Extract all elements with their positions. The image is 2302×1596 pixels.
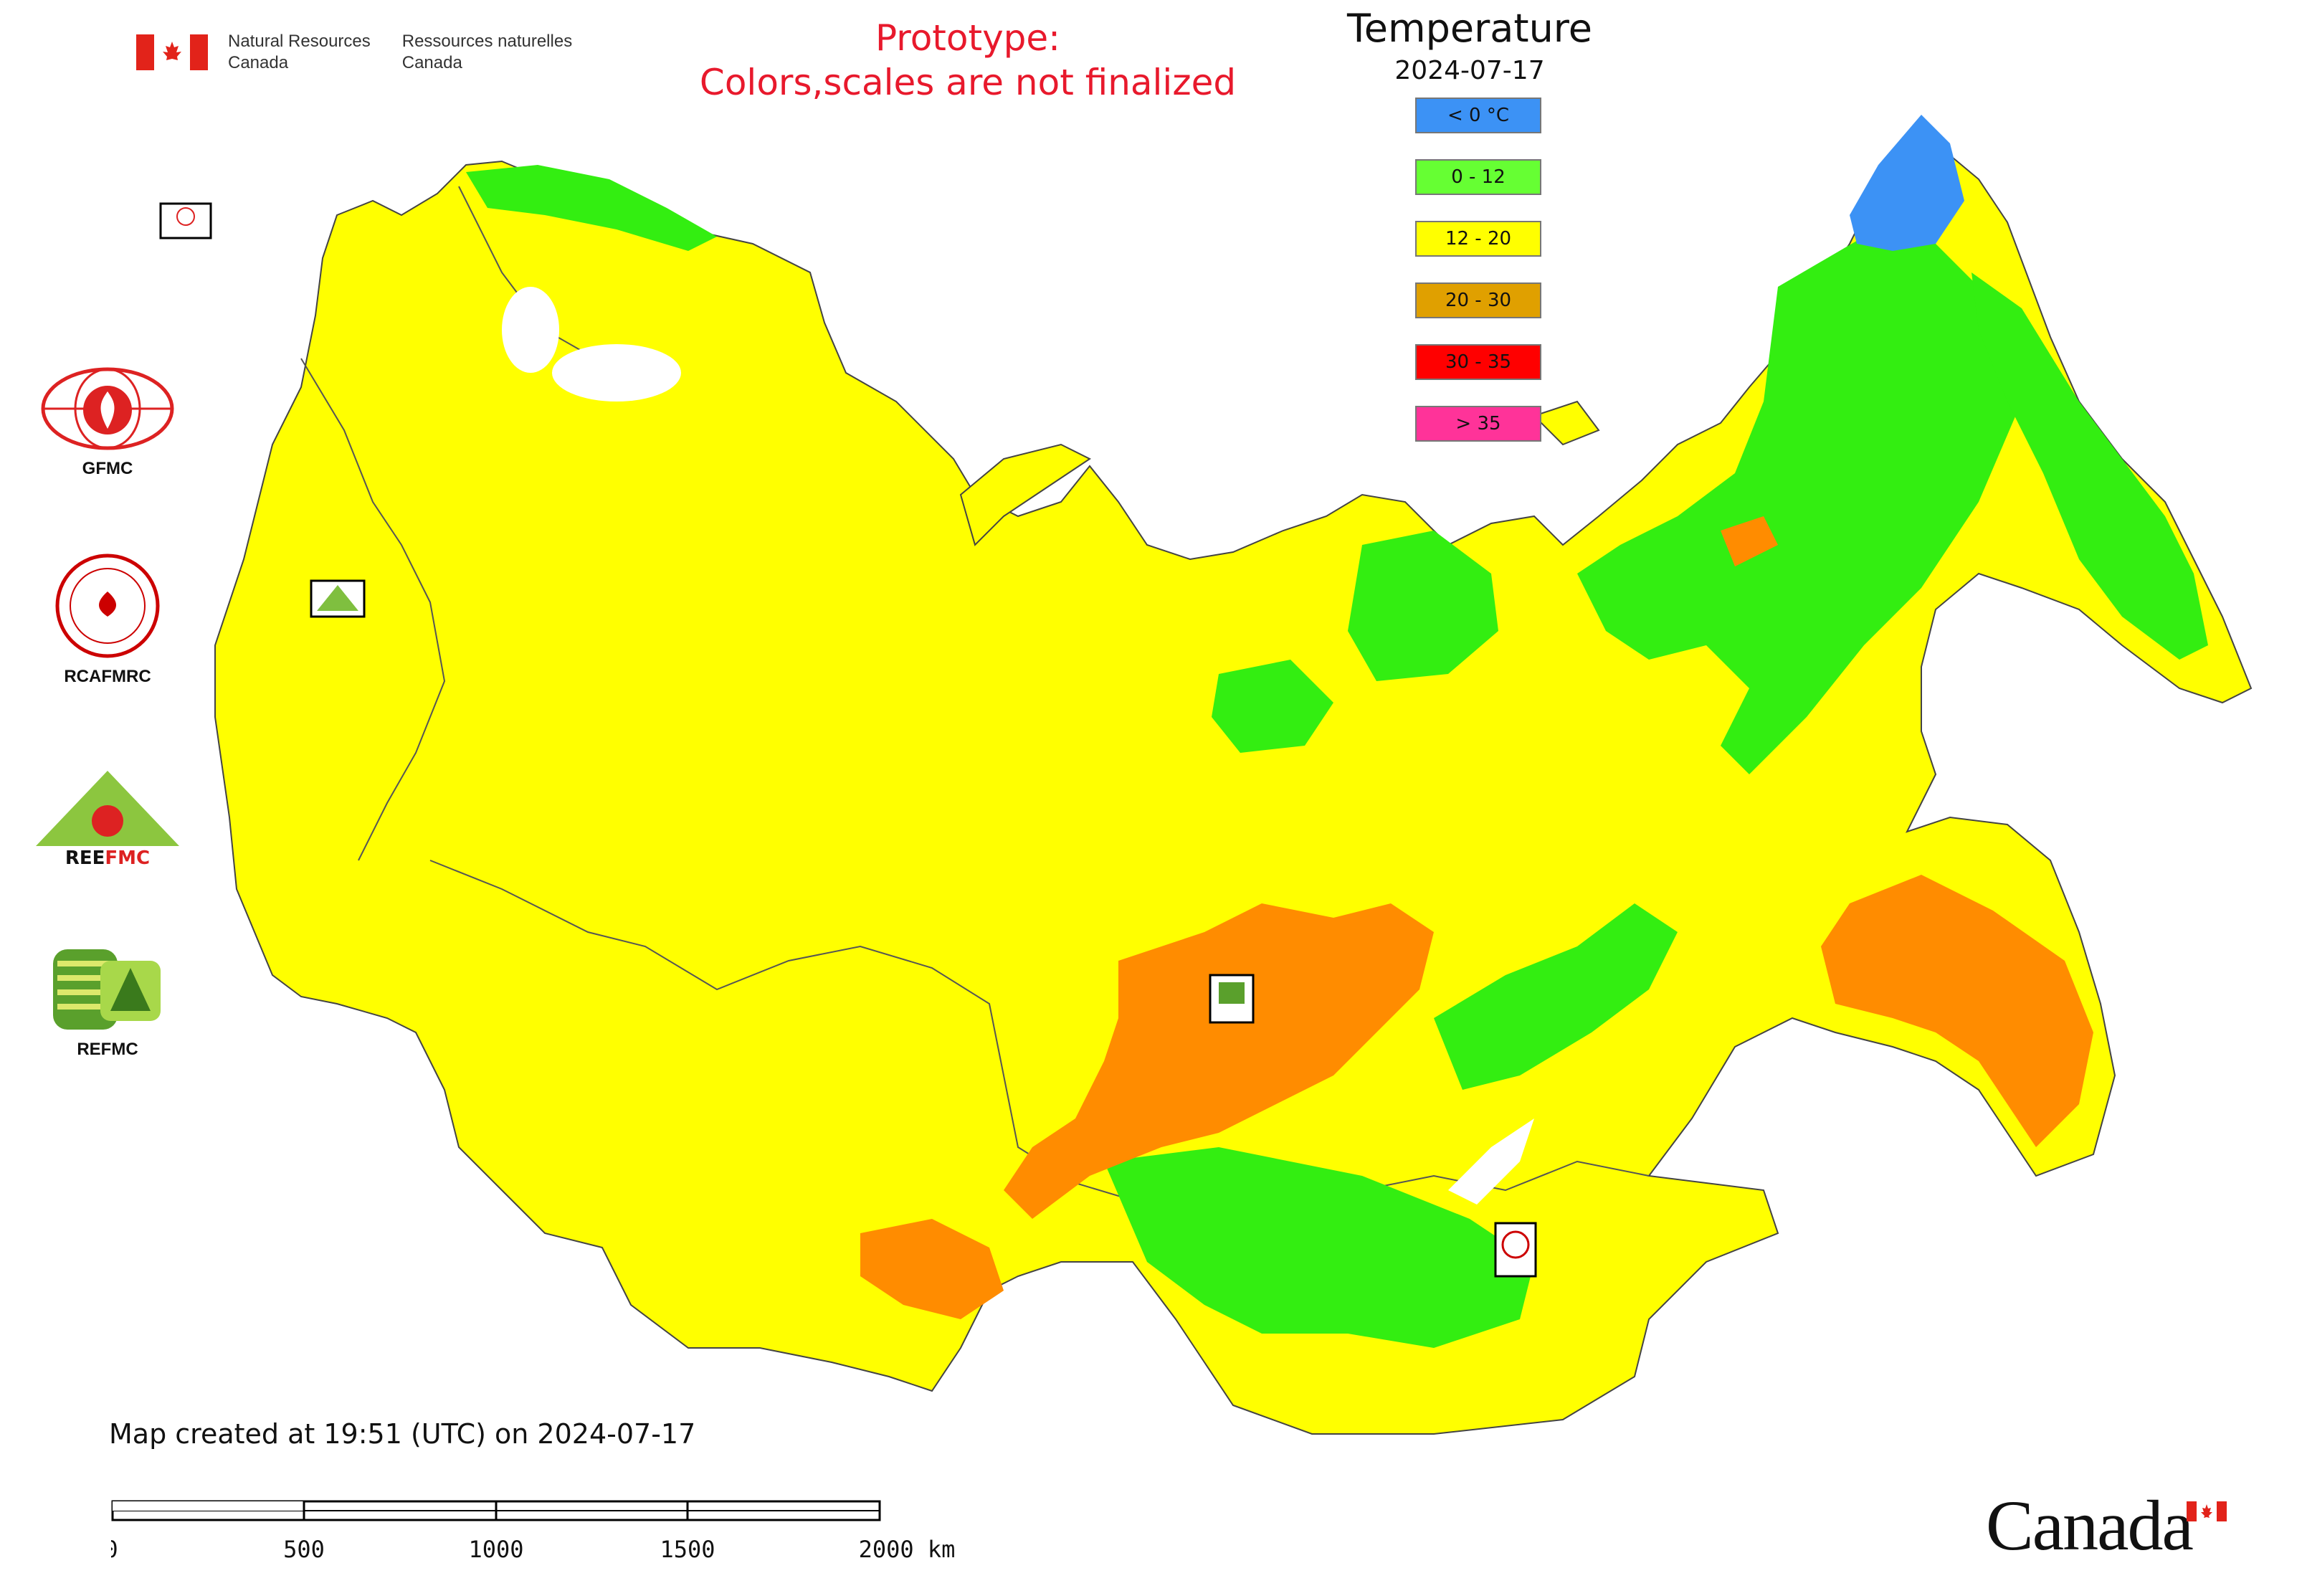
legend-date: 2024-07-17 xyxy=(1394,56,1545,85)
warm-region xyxy=(1721,516,1778,566)
gfmc-globe-icon xyxy=(41,367,174,450)
marker-gfmc[interactable] xyxy=(159,202,212,239)
temperature-legend: < 0 °C 0 - 12 12 - 20 20 - 30 30 - 35 > … xyxy=(1415,98,1544,467)
warm-region xyxy=(1821,875,2093,1147)
reefmc-triangle-icon: REEFMC xyxy=(32,771,183,869)
legend-item-below-0: < 0 °C xyxy=(1415,98,1541,133)
scale-label-2000: 2000 km xyxy=(859,1536,956,1563)
scale-label-1500: 1500 xyxy=(660,1536,715,1563)
legend-item-0-12: 0 - 12 xyxy=(1415,159,1541,195)
org-name-en-line2: Canada xyxy=(228,53,289,72)
cool-region xyxy=(1577,237,2022,774)
cool-region xyxy=(1972,272,2208,660)
logo-gfmc-label: GFMC xyxy=(82,459,133,478)
rcafmrc-seal-icon xyxy=(55,554,160,658)
marker-refmc[interactable] xyxy=(1209,974,1255,1024)
prototype-line1: Prototype: xyxy=(875,17,1061,59)
org-name-fr-line1: Ressources naturelles xyxy=(401,32,573,51)
cool-region xyxy=(1348,531,1498,681)
logo-refmc-label: REFMC xyxy=(77,1040,138,1059)
logo-gfmc[interactable]: GFMC xyxy=(22,366,194,479)
border-line xyxy=(300,358,446,861)
lake xyxy=(1448,1118,1534,1205)
lake xyxy=(502,287,559,373)
canada-wordmark: Canada xyxy=(1986,1486,2194,1565)
island xyxy=(1533,400,1600,446)
logo-rcafmrc-label: RCAFMRC xyxy=(64,667,151,686)
org-name-en-line1: Natural Resources xyxy=(228,32,371,51)
nrcan-signature: Natural Resources Canada Ressources natu… xyxy=(136,27,572,77)
scale-label-0: 0 xyxy=(111,1536,118,1563)
cool-region xyxy=(466,165,717,251)
warm-region xyxy=(1004,903,1434,1219)
legend-item-12-20: 12 - 20 xyxy=(1415,221,1541,257)
cool-region xyxy=(1212,660,1333,753)
legend-title: Temperature xyxy=(1346,6,1593,51)
warm-region xyxy=(860,1219,1004,1319)
logo-reefmc[interactable]: REEFMC xyxy=(22,767,194,875)
maple-leaf-icon xyxy=(163,42,181,60)
logo-rcafmrc[interactable]: RCAFMRC xyxy=(22,552,194,687)
refmc-emblem-icon xyxy=(53,949,161,1030)
legend-item-30-35: 30 - 35 xyxy=(1415,344,1541,380)
scale-label-1000: 1000 xyxy=(468,1536,523,1563)
legend-item-20-30: 20 - 30 xyxy=(1415,282,1541,318)
cold-region xyxy=(1850,115,1964,251)
map-created-timestamp: Map created at 19:51 (UTC) on 2024-07-17 xyxy=(109,1418,696,1450)
scale-bar: 0 500 1000 1500 2000 km xyxy=(111,1500,956,1563)
prototype-notice: Prototype: Colors,scales are not finaliz… xyxy=(645,16,1290,105)
logo-refmc[interactable]: REFMC xyxy=(22,946,194,1060)
scale-label-500: 500 xyxy=(283,1536,325,1563)
lake xyxy=(552,344,681,402)
island xyxy=(959,443,1091,546)
canada-flag-icon xyxy=(136,34,208,70)
cool-region xyxy=(1104,1147,1534,1348)
org-name-fr-line2: Canada xyxy=(401,53,462,72)
marker-reefmc[interactable] xyxy=(310,579,366,618)
cool-region xyxy=(1434,903,1678,1090)
svg-text:REEFMC: REEFMC xyxy=(65,847,150,869)
wordmark-flag-icon xyxy=(2187,1501,2227,1521)
marker-rcafmrc[interactable] xyxy=(1494,1222,1537,1278)
legend-item-above-35: > 35 xyxy=(1415,406,1541,442)
border-line xyxy=(429,860,1650,1206)
prototype-line2: Colors,scales are not finalized xyxy=(699,62,1237,103)
